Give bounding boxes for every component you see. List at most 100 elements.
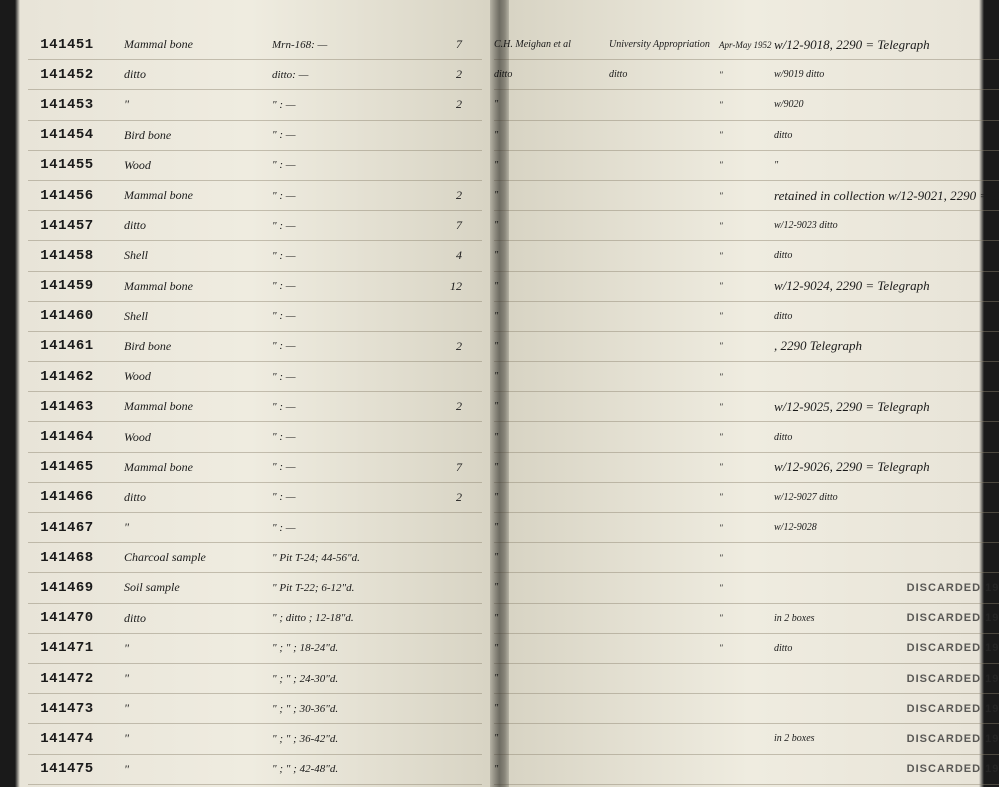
ledger-row-left: 141461Bird bone" : —2 <box>28 332 482 362</box>
site-reference: " : — <box>264 340 422 352</box>
site-reference: " : — <box>264 310 422 322</box>
catalog-id: 141460 <box>28 308 106 324</box>
collector-name: " <box>494 613 609 624</box>
site-reference: " : — <box>264 461 422 473</box>
notes: ditto <box>774 311 999 322</box>
collector-name: " <box>494 673 609 684</box>
site-reference: Mrn-168: — <box>264 39 422 51</box>
ledger-row-right: ""w/12-9024, 2290 = Telegraph <box>494 272 999 302</box>
collection-date: " <box>719 432 774 442</box>
catalog-id: 141453 <box>28 97 106 113</box>
ledger-row-right: ""w/12-9027 ditto <box>494 483 999 513</box>
ledger-row-left: 141459Mammal bone" : —12 <box>28 272 482 302</box>
collector-name: " <box>494 190 609 201</box>
ledger-row-left: 141460Shell" : — <box>28 302 482 332</box>
catalog-id: 141457 <box>28 218 106 234</box>
specimen-description: ditto <box>106 218 264 233</box>
site-reference: " : — <box>264 99 422 111</box>
catalog-id: 141475 <box>28 761 106 777</box>
specimen-description: Mammal bone <box>106 279 264 294</box>
specimen-description: ditto <box>106 67 264 82</box>
ledger-row-left: 141466ditto" : —2 <box>28 483 482 513</box>
collector-name: " <box>494 582 609 593</box>
collection-date: " <box>719 492 774 502</box>
ledger-row-right: ""w/12-9028 <box>494 513 999 543</box>
collection-date: " <box>719 402 774 412</box>
ledger-row-left: 141475"" ; " ; 42-48"d. <box>28 755 482 785</box>
catalog-id: 141467 <box>28 520 106 536</box>
collector-name: " <box>494 130 609 141</box>
ledger-row-left: 141469Soil sample" Pit T-22; 6-12"d. <box>28 573 482 603</box>
collection-date: " <box>719 221 774 231</box>
collector-name: " <box>494 552 609 563</box>
funding-source: University Appropriation <box>609 39 719 50</box>
ledger-row-left: 141464Wood" : — <box>28 422 482 452</box>
ledger-row-left: 141473"" ; " ; 30-36"d. <box>28 694 482 724</box>
collection-date: " <box>719 583 774 593</box>
ledger-row-right: ""ditto <box>494 121 999 151</box>
ledger-row-right: "", 2290 Telegraph <box>494 332 999 362</box>
catalog-id: 141472 <box>28 671 106 687</box>
quantity: 2 <box>422 399 482 414</box>
ledger-row-right: ""ditto <box>494 302 999 332</box>
collection-date: " <box>719 643 774 653</box>
collector-name: " <box>494 99 609 110</box>
catalog-id: 141471 <box>28 640 106 656</box>
catalog-id: 141462 <box>28 369 106 385</box>
collector-name: C.H. Meighan et al <box>494 39 609 50</box>
site-reference: " : — <box>264 371 422 383</box>
collector-name: " <box>494 281 609 292</box>
specimen-description: Mammal bone <box>106 460 264 475</box>
catalog-id: 141474 <box>28 731 106 747</box>
collector-name: " <box>494 462 609 473</box>
catalog-id: 141454 <box>28 127 106 143</box>
catalog-id: 141463 <box>28 399 106 415</box>
catalog-id: 141468 <box>28 550 106 566</box>
notes: w/12-9023 ditto <box>774 220 999 231</box>
collector-name: " <box>494 341 609 352</box>
notes: w/12-9028 <box>774 522 999 533</box>
ledger-row-right: C.H. Meighan et alUniversity Appropriati… <box>494 30 999 60</box>
ledger-row-left: 141457ditto" : —7 <box>28 211 482 241</box>
notes: retained in collection w/12-9021, 2290 =… <box>774 188 999 204</box>
ledger-row-right: "DISCARDED 1955 <box>494 664 999 694</box>
quantity: 4 <box>422 248 482 263</box>
collector-name: " <box>494 220 609 231</box>
catalog-id: 141461 <box>28 338 106 354</box>
ledger-row-right: ""w/12-9026, 2290 = Telegraph <box>494 453 999 483</box>
discarded-stamp: DISCARDED 1955 <box>907 703 999 715</box>
discarded-stamp: DISCARDED 1955 <box>907 733 999 745</box>
ledger-row-right: "" <box>494 362 999 392</box>
specimen-description: Shell <box>106 248 264 263</box>
specimen-description: " <box>106 671 264 686</box>
collection-date: " <box>719 613 774 623</box>
discarded-stamp: DISCARDED 1955 <box>907 642 999 654</box>
specimen-description: Shell <box>106 309 264 324</box>
discarded-stamp: DISCARDED 1955 <box>907 763 999 775</box>
notes: ditto <box>774 250 999 261</box>
quantity: 2 <box>422 67 482 82</box>
specimen-description: Bird bone <box>106 128 264 143</box>
notes: w/9019 ditto <box>774 69 999 80</box>
catalog-id: 141455 <box>28 157 106 173</box>
collection-date: " <box>719 462 774 472</box>
collector-name: " <box>494 643 609 654</box>
ledger-row-right: ""w/9020 <box>494 90 999 120</box>
catalog-id: 141470 <box>28 610 106 626</box>
site-reference: " ; " ; 30-36"d. <box>264 703 422 715</box>
ledger-row-right: "" <box>494 543 999 573</box>
ledger-page-right: C.H. Meighan et alUniversity Appropriati… <box>486 0 999 787</box>
quantity: 2 <box>422 97 482 112</box>
site-reference: " : — <box>264 491 422 503</box>
collector-name: " <box>494 250 609 261</box>
notes: ditto <box>774 130 999 141</box>
collection-date: " <box>719 100 774 110</box>
notes: w/12-9018, 2290 = Telegraph <box>774 37 999 53</box>
collection-date: " <box>719 553 774 563</box>
collection-date: Apr-May 1952 <box>719 40 774 50</box>
collection-date: " <box>719 341 774 351</box>
site-reference: " : — <box>264 129 422 141</box>
specimen-description: " <box>106 520 264 535</box>
ledger-row-right: ""ditto <box>494 241 999 271</box>
site-reference: " : — <box>264 190 422 202</box>
